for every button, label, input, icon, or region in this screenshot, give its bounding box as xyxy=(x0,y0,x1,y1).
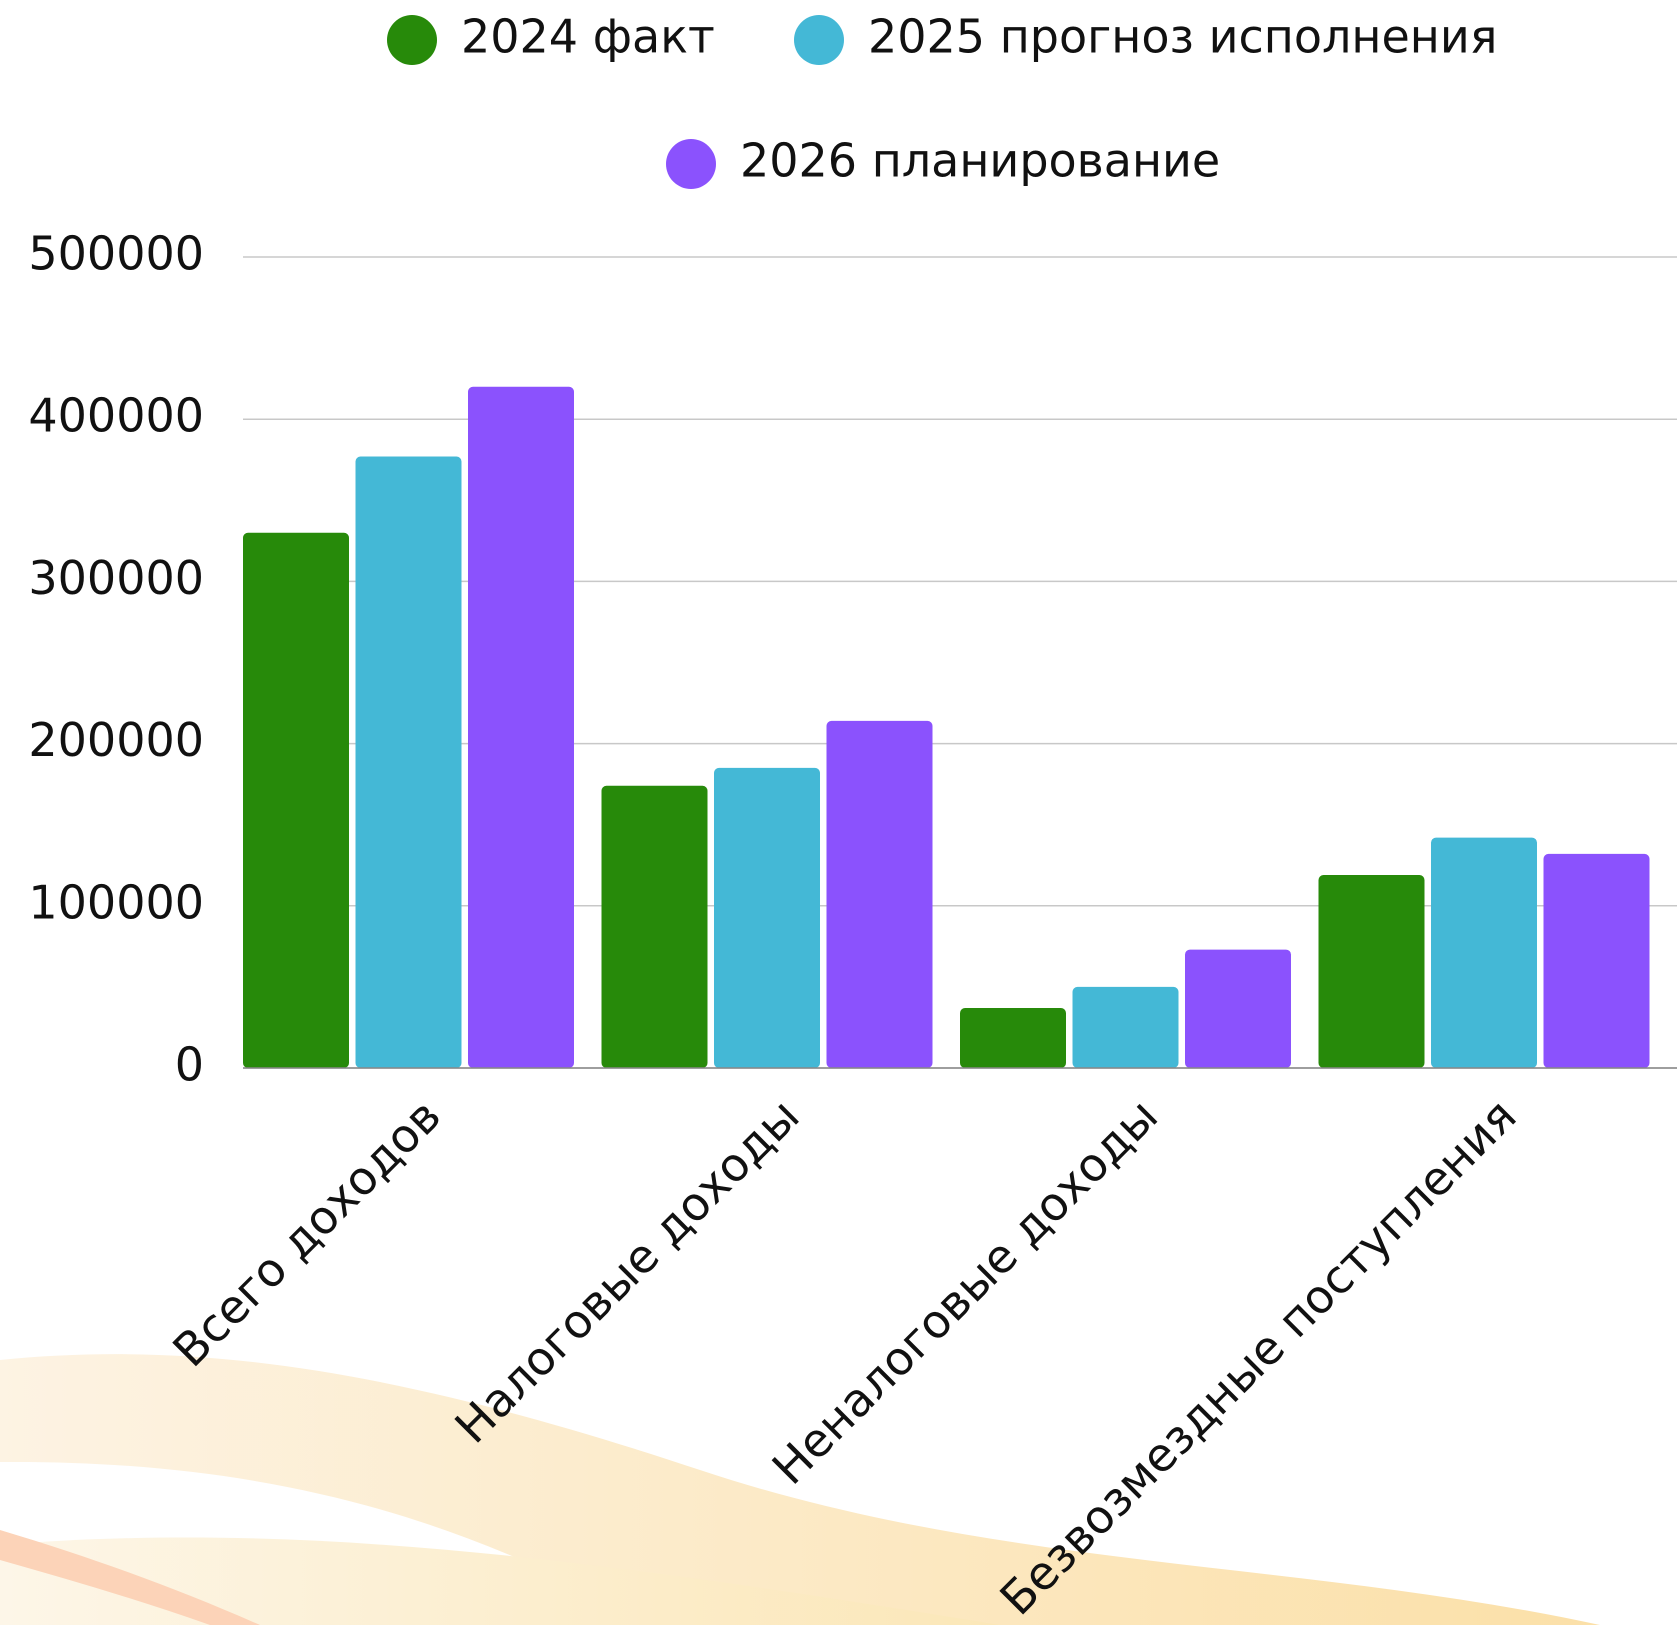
bar xyxy=(714,767,820,1068)
legend-label: 2024 факт xyxy=(461,10,715,64)
bar xyxy=(826,720,933,1068)
x-tick-label: Налоговые доходы xyxy=(444,1088,809,1453)
bar xyxy=(601,785,708,1068)
bar xyxy=(468,386,574,1068)
bar xyxy=(355,456,462,1069)
bar xyxy=(960,1007,1066,1068)
bar xyxy=(1072,986,1179,1068)
bar xyxy=(1543,853,1650,1068)
x-tick-label: Неналоговые доходы xyxy=(762,1088,1168,1494)
bar xyxy=(1185,949,1291,1068)
legend-marker xyxy=(794,15,844,65)
legend-label: 2026 планирование xyxy=(740,134,1220,188)
y-tick-label: 200000 xyxy=(28,713,204,767)
bar xyxy=(1431,837,1537,1068)
legend-label: 2025 прогноз исполнения xyxy=(868,10,1497,64)
legend-marker xyxy=(387,15,437,65)
background-waves xyxy=(0,1354,1600,1625)
y-tick-label: 400000 xyxy=(28,389,204,443)
x-tick-label: Всего доходов xyxy=(162,1088,451,1377)
bar xyxy=(1318,874,1425,1068)
bar xyxy=(243,532,349,1068)
y-tick-label: 500000 xyxy=(28,227,204,281)
legend-marker xyxy=(666,139,716,189)
y-tick-label: 300000 xyxy=(28,551,204,605)
y-tick-label: 100000 xyxy=(28,875,204,929)
y-tick-label: 0 xyxy=(175,1038,204,1092)
